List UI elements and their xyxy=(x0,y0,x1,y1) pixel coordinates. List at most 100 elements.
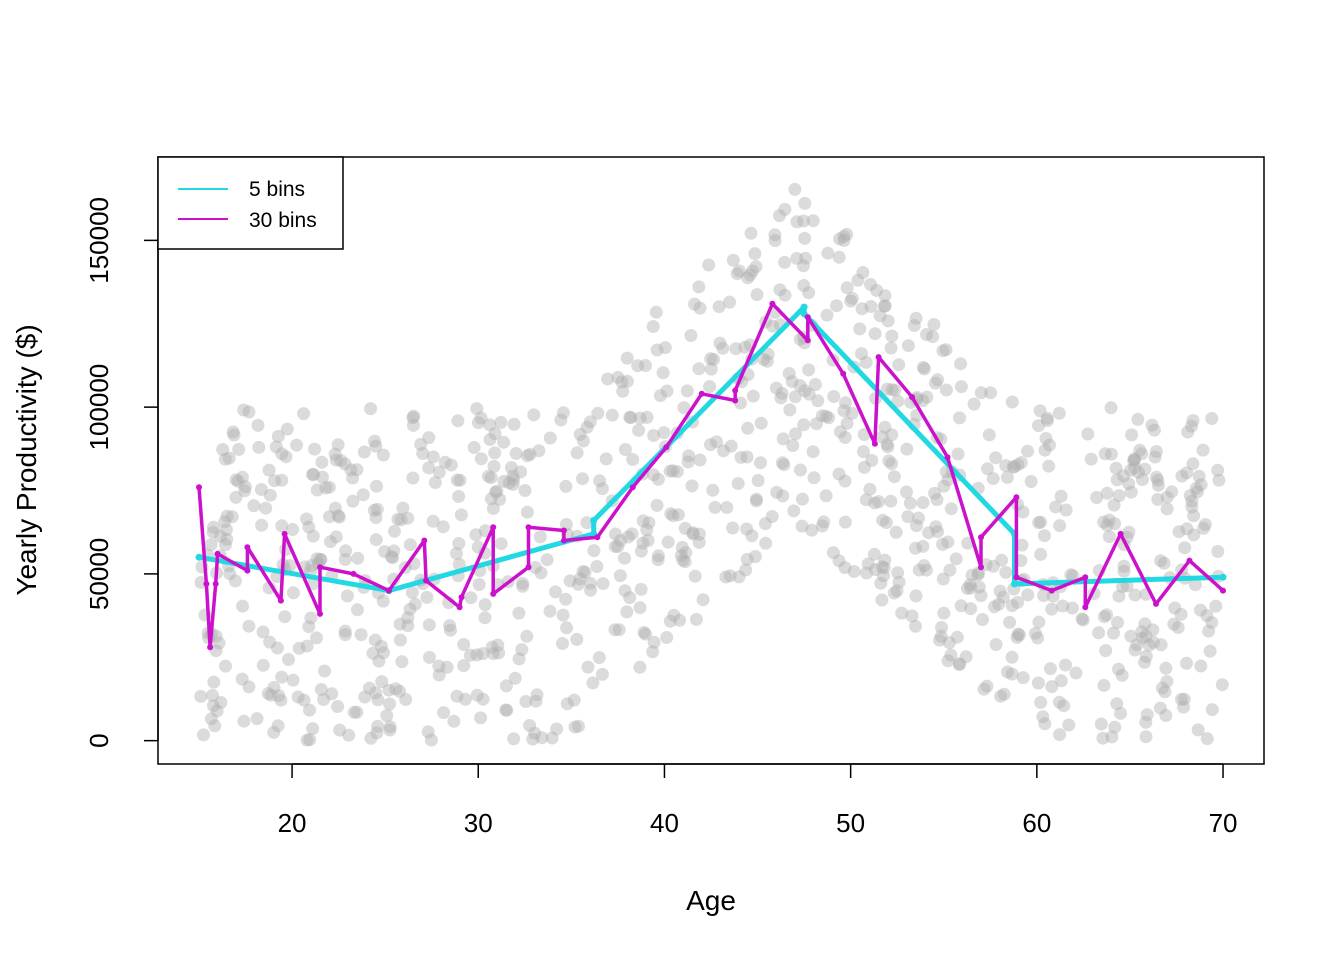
scatter-point xyxy=(656,366,670,380)
scatter-point xyxy=(484,471,498,485)
scatter-point xyxy=(1064,568,1078,582)
data-point-30-bins xyxy=(1013,574,1020,581)
scatter-point xyxy=(740,552,754,566)
scatter-point xyxy=(329,530,343,544)
scatter-point xyxy=(1038,529,1051,543)
scatter-point xyxy=(523,447,537,461)
scatter-point xyxy=(950,630,964,644)
scatter-point xyxy=(976,613,989,626)
scatter-point xyxy=(1117,469,1130,483)
data-point-30-bins xyxy=(875,354,882,361)
scatter-point xyxy=(1128,643,1142,657)
scatter-point xyxy=(306,468,319,481)
scatter-point xyxy=(879,516,893,530)
scatter-point xyxy=(941,654,955,668)
scatter-point xyxy=(255,518,269,532)
scatter-point xyxy=(678,521,692,535)
x-tick-label: 30 xyxy=(464,808,493,838)
scatter-point xyxy=(1125,428,1139,442)
scatter-point xyxy=(944,648,958,662)
data-point-30-bins xyxy=(1117,530,1124,537)
scatter-point xyxy=(798,196,812,210)
scatter-point xyxy=(859,355,873,369)
scatter-point xyxy=(416,447,430,460)
scatter-point xyxy=(647,635,661,649)
scatter-point xyxy=(440,660,454,674)
scatter-point xyxy=(1153,701,1167,715)
scatter-point xyxy=(474,711,488,725)
scatter-point xyxy=(275,447,289,461)
scatter-point xyxy=(994,689,1008,703)
scatter-point xyxy=(286,673,300,687)
scatter-point xyxy=(507,472,521,486)
scatter-point xyxy=(972,580,986,594)
scatter-point xyxy=(580,420,594,434)
scatter-point xyxy=(605,408,619,422)
scatter-point xyxy=(1131,465,1145,479)
scatter-point xyxy=(467,441,481,454)
scatter-point xyxy=(838,431,852,444)
data-point-30-bins xyxy=(317,564,323,571)
scatter-point xyxy=(297,407,311,421)
scatter-point xyxy=(350,705,364,719)
scatter-point xyxy=(1147,635,1160,649)
scatter-point xyxy=(268,474,281,488)
scatter-point xyxy=(953,411,966,425)
scatter-point xyxy=(218,452,232,466)
scatter-point xyxy=(304,611,318,625)
scatter-point xyxy=(1151,473,1165,487)
scatter-point xyxy=(570,446,584,460)
scatter-point xyxy=(347,705,361,719)
scatter-point xyxy=(1012,628,1026,642)
scatter-point xyxy=(749,494,763,508)
scatter-point xyxy=(208,719,222,733)
scatter-point xyxy=(885,428,899,442)
scatter-point xyxy=(220,532,234,546)
scatter-point xyxy=(920,390,934,404)
scatter-point xyxy=(790,215,804,229)
scatter-point xyxy=(504,461,518,474)
scatter-point xyxy=(799,251,813,265)
scatter-point xyxy=(227,428,241,442)
scatter-point xyxy=(556,608,570,622)
scatter-point xyxy=(786,439,800,452)
scatter-point xyxy=(279,450,293,464)
scatter-point xyxy=(878,299,892,313)
scatter-point xyxy=(624,411,638,425)
scatter-point xyxy=(881,314,895,328)
scatter-point xyxy=(872,495,886,509)
data-point-30-bins xyxy=(698,390,705,397)
scatter-point xyxy=(1194,603,1207,617)
scatter-point xyxy=(368,434,382,448)
scatter-point xyxy=(444,623,457,637)
scatter-point xyxy=(620,351,634,365)
scatter-point xyxy=(1043,438,1056,452)
scatter-point xyxy=(354,628,368,642)
scatter-point xyxy=(1205,412,1219,425)
scatter-point xyxy=(264,688,278,702)
scatter-point xyxy=(1122,525,1136,539)
scatter-point xyxy=(802,363,816,377)
scatter-point xyxy=(1098,447,1112,461)
scatter-point xyxy=(748,550,762,563)
scatter-point xyxy=(1124,485,1138,499)
scatter-point xyxy=(1212,473,1226,487)
scatter-point xyxy=(204,712,218,726)
scatter-point xyxy=(996,590,1010,604)
scatter-point xyxy=(375,675,389,689)
scatter-point xyxy=(386,551,400,565)
scatter-point xyxy=(207,675,221,689)
scatter-point xyxy=(236,599,250,613)
scatter-point xyxy=(464,591,478,605)
scatter-point xyxy=(677,401,691,415)
scatter-point xyxy=(1028,626,1042,640)
scatter-point xyxy=(740,522,754,536)
y-tick-label: 0 xyxy=(84,733,114,747)
data-point-30-bins xyxy=(525,564,532,571)
scatter-point xyxy=(560,697,574,711)
scatter-point xyxy=(1165,485,1179,499)
scatter-point xyxy=(1062,718,1076,732)
scatter-point xyxy=(750,492,763,506)
scatter-point xyxy=(900,485,913,499)
scatter-point xyxy=(885,457,899,471)
